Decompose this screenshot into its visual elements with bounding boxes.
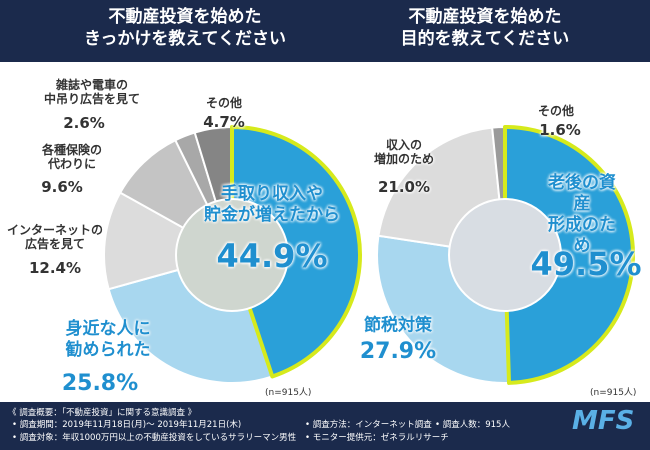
slice-label: 身近な人に 勧められた <box>65 319 151 360</box>
slice-label: その他 <box>205 96 243 110</box>
value-label: 21.0% <box>377 178 431 196</box>
value-label: 9.6% <box>41 178 83 196</box>
footer-item: • 調査期間：2019年11月18日(月)～ 2019年11月21日(木) <box>12 420 242 430</box>
footer: 《 調査概要：「不動産投資」に関する意識調査 》 • 調査期間：2019年11月… <box>0 402 650 450</box>
value-label: 27.9% <box>359 339 437 364</box>
slice-label: 節税対策 <box>364 315 432 336</box>
value-label: 1.6% <box>539 121 581 139</box>
center-photo <box>448 198 562 312</box>
chart-title: 不動産投資を始めた 目的を教えてください <box>400 7 570 49</box>
slice-label: その他 <box>537 104 575 118</box>
slice-highlight <box>230 125 362 379</box>
slice-label: 手取り収入や 貯金が増えたから <box>204 184 340 225</box>
value-label: 44.9% <box>216 237 328 275</box>
value-label: 25.8% <box>61 371 139 396</box>
footer-item: • 調査方法：インターネット調査 <box>305 420 432 430</box>
slice-label: 雑誌や電車の 中吊り広告を見て <box>43 78 141 106</box>
value-label: 4.7% <box>203 113 245 131</box>
footer-heading: 《 調査概要：「不動産投資」に関する意識調査 》 <box>8 408 197 418</box>
slice-label: 老後の資産 形成のため <box>548 173 616 256</box>
annotation: (n=915人) <box>265 388 312 398</box>
pie-slice <box>103 191 235 291</box>
value-label: 49.5% <box>530 245 642 283</box>
footer-item: • モニター提供元：ゼネラルリサーチ <box>305 433 449 443</box>
footer-item: • 調査対象：年収1000万円以上の不動産投資をしているサラリーマン男性 <box>12 433 297 443</box>
footer-item: • 調査人数：915人 <box>435 420 510 430</box>
slice-label: インターネットの 広告を見て <box>6 223 104 251</box>
value-label: 2.6% <box>63 114 105 132</box>
slice-highlight <box>503 125 635 385</box>
value-label: 12.4% <box>28 259 82 277</box>
center-photo <box>175 198 289 312</box>
pies <box>103 125 635 385</box>
annotation: (n=915人) <box>590 388 637 398</box>
slice-label: 各種保険の 代わりに <box>41 143 103 171</box>
chart-title: 不動産投資を始めた きっかけを教えてください <box>84 7 286 49</box>
logo: MFS <box>572 406 635 436</box>
header-band <box>0 0 650 62</box>
slice-label: 収入の 増加のため <box>373 138 435 166</box>
